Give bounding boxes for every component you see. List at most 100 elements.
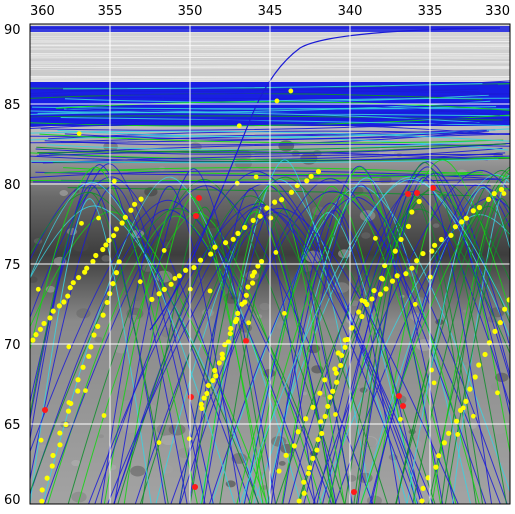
yellow-observation-point [162, 248, 167, 253]
yellow-observation-point [359, 314, 364, 319]
red-observation-point [193, 213, 199, 219]
yellow-observation-point [409, 266, 414, 271]
yellow-observation-point [57, 430, 62, 435]
yellow-observation-point [101, 313, 106, 318]
yellow-observation-point [63, 422, 68, 427]
yellow-observation-point [315, 437, 320, 442]
yellow-observation-point [442, 440, 447, 445]
yellow-observation-point [373, 236, 378, 241]
x-tick-label: 355 [98, 4, 123, 19]
terrain-spot [260, 303, 271, 310]
yellow-observation-point [76, 275, 81, 280]
yellow-observation-point [289, 190, 294, 195]
yellow-observation-point [138, 197, 143, 202]
y-tick-label: 75 [4, 258, 21, 273]
y-tick-label: 60 [4, 493, 21, 508]
yellow-observation-point [231, 237, 236, 242]
terrain-spot [108, 464, 116, 470]
yellow-observation-point [292, 443, 297, 448]
yellow-observation-point [100, 247, 105, 252]
yellow-observation-point [57, 442, 62, 447]
yellow-observation-point [316, 169, 321, 174]
yellow-observation-point [461, 405, 466, 410]
yellow-observation-point [138, 279, 143, 284]
yellow-observation-point [204, 391, 209, 396]
yellow-observation-point [482, 352, 487, 357]
yellow-observation-point [310, 405, 315, 410]
yellow-observation-point [471, 208, 476, 213]
x-tick-label: 330 [485, 4, 510, 19]
yellow-observation-point [330, 389, 335, 394]
yellow-observation-point [120, 220, 125, 225]
red-observation-point [188, 394, 194, 400]
red-observation-point [196, 195, 202, 201]
yellow-observation-point [235, 181, 240, 186]
yellow-observation-point [86, 354, 91, 359]
yellow-observation-point [237, 123, 242, 128]
yellow-observation-point [84, 266, 89, 271]
yellow-observation-point [71, 280, 76, 285]
x-tick-label: 360 [30, 4, 55, 19]
yellow-observation-point [314, 447, 319, 452]
yellow-observation-point [223, 240, 228, 245]
yellow-observation-point [66, 344, 71, 349]
yellow-observation-point [212, 368, 217, 373]
yellow-observation-point [284, 453, 289, 458]
yellow-observation-point [492, 329, 497, 334]
yellow-observation-point [339, 353, 344, 358]
yellow-observation-point [210, 378, 215, 383]
yellow-observation-point [323, 414, 328, 419]
yellow-observation-point [40, 487, 45, 492]
yellow-observation-point [77, 131, 82, 136]
yellow-observation-point [79, 221, 84, 226]
yellow-observation-point [303, 416, 308, 421]
yellow-observation-point [264, 205, 269, 210]
yellow-observation-point [50, 463, 55, 468]
yellow-observation-point [338, 363, 343, 368]
yellow-observation-point [83, 388, 88, 393]
yellow-observation-point [213, 373, 218, 378]
yellow-observation-point [105, 300, 110, 305]
yellow-observation-point [395, 273, 400, 278]
yellow-observation-point [378, 292, 383, 297]
yellow-observation-point [168, 282, 173, 287]
terrain-spot [101, 255, 110, 261]
terrain-spot [130, 466, 145, 477]
y-tick-label: 85 [4, 98, 21, 113]
terrain-spot [340, 237, 346, 241]
yellow-observation-point [393, 249, 398, 254]
yellow-observation-point [33, 332, 38, 337]
yellow-observation-point [343, 345, 348, 350]
yellow-observation-point [345, 337, 350, 342]
yellow-observation-point [380, 277, 385, 282]
y-tick-label: 80 [4, 178, 21, 193]
terrain-spot [279, 461, 286, 466]
yellow-observation-point [398, 417, 403, 422]
terrain-spot [98, 434, 103, 438]
yellow-observation-point [242, 300, 247, 305]
yellow-observation-point [328, 395, 333, 400]
yellow-observation-point [250, 280, 255, 285]
yellow-observation-point [173, 276, 178, 281]
yellow-observation-point [492, 191, 497, 196]
yellow-observation-point [68, 285, 73, 290]
yellow-observation-point [212, 245, 217, 250]
yellow-observation-point [90, 259, 95, 264]
yellow-observation-point [306, 471, 311, 476]
yellow-observation-point [439, 237, 444, 242]
red-observation-point [430, 185, 436, 191]
yellow-observation-point [187, 436, 192, 441]
yellow-observation-point [235, 311, 240, 316]
yellow-observation-point [47, 315, 52, 320]
yellow-observation-point [359, 298, 364, 303]
yellow-observation-point [251, 218, 256, 223]
yellow-observation-point [112, 179, 117, 184]
yellow-observation-point [296, 429, 301, 434]
yellow-observation-point [199, 402, 204, 407]
yellow-observation-point [446, 431, 451, 436]
yellow-observation-point [96, 216, 101, 221]
yellow-observation-point [275, 99, 280, 104]
yellow-observation-point [476, 362, 481, 367]
